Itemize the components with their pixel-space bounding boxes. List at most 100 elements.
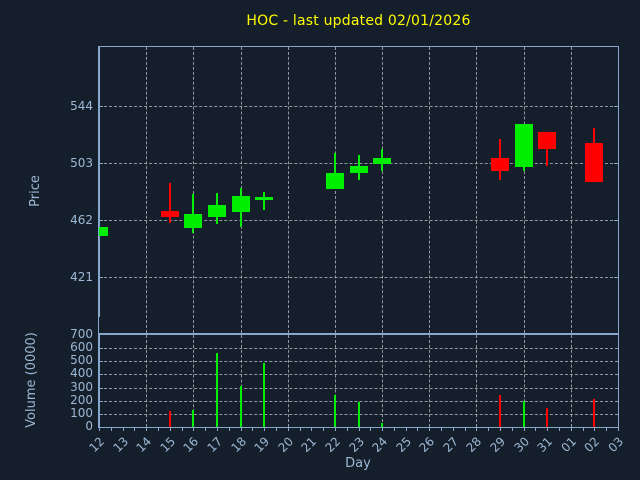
x-minor-tick — [99, 158, 100, 161]
x-minor-tick — [99, 284, 100, 287]
y-tick — [99, 400, 103, 402]
gridline-vertical — [429, 47, 431, 333]
x-tick-label: 03 — [605, 434, 627, 455]
x-minor-tick — [99, 236, 100, 239]
x-minor-tick — [323, 428, 325, 431]
x-minor-tick — [99, 74, 100, 77]
x-minor-tick — [99, 188, 100, 191]
x-minor-tick — [99, 263, 100, 266]
volume-bar-down — [168, 411, 171, 427]
y-tick — [614, 276, 618, 278]
x-minor-tick — [99, 89, 100, 92]
x-minor-tick — [181, 428, 183, 431]
y-tick — [99, 361, 103, 363]
x-minor-tick — [99, 353, 100, 356]
gridline-horizontal — [99, 276, 618, 278]
x-minor-tick — [429, 428, 431, 431]
x-minor-tick — [99, 134, 100, 137]
x-minor-tick — [110, 428, 112, 431]
x-minor-tick — [264, 428, 266, 431]
x-minor-tick — [99, 257, 100, 260]
x-minor-tick — [228, 428, 230, 431]
price-y-tick-label: 544 — [70, 99, 93, 113]
volume-y-tick-label: 400 — [70, 366, 93, 381]
x-minor-tick — [99, 368, 100, 371]
x-minor-tick — [99, 401, 100, 404]
x-minor-tick — [99, 239, 100, 242]
x-minor-tick — [99, 83, 100, 86]
x-minor-tick — [570, 428, 572, 431]
x-minor-tick — [99, 95, 100, 98]
x-minor-tick — [594, 428, 596, 431]
gridline-horizontal — [99, 348, 618, 350]
x-minor-tick — [122, 428, 124, 431]
volume-bar-up — [357, 402, 360, 427]
volume-y-tick-label: 500 — [70, 353, 93, 368]
price-axis-label: Price — [28, 175, 43, 207]
x-minor-tick — [99, 335, 100, 338]
y-tick — [99, 219, 103, 221]
x-minor-tick — [99, 356, 100, 359]
x-minor-tick — [99, 125, 100, 128]
x-minor-tick — [99, 305, 100, 308]
x-minor-tick — [99, 371, 100, 374]
x-minor-tick — [405, 428, 407, 431]
x-minor-tick — [618, 428, 619, 431]
gridline-vertical — [429, 335, 431, 427]
x-minor-tick — [334, 428, 336, 431]
x-minor-tick — [99, 200, 100, 203]
x-minor-tick — [99, 191, 100, 194]
price-y-tick-label: 503 — [70, 155, 93, 170]
x-tick-label: 12 — [86, 434, 108, 455]
candle-body-up — [325, 172, 344, 189]
x-minor-tick — [99, 269, 100, 272]
candle-body-down — [585, 142, 604, 182]
x-minor-tick — [99, 392, 100, 395]
x-minor-tick — [240, 428, 242, 431]
gridline-horizontal — [99, 400, 618, 402]
x-minor-tick — [99, 278, 100, 281]
x-minor-tick — [99, 77, 100, 80]
x-minor-tick — [99, 203, 100, 206]
x-minor-tick — [523, 428, 525, 431]
x-minor-tick — [582, 428, 584, 431]
x-minor-tick — [99, 299, 100, 302]
x-minor-tick — [99, 62, 100, 65]
x-minor-tick — [99, 80, 100, 83]
x-minor-tick — [99, 107, 100, 110]
gridline-vertical — [523, 47, 525, 333]
x-minor-tick — [205, 428, 207, 431]
candle-wick-up — [192, 194, 195, 234]
x-minor-tick — [99, 302, 100, 305]
gridline-horizontal — [99, 106, 618, 107]
x-minor-tick — [99, 65, 100, 68]
x-minor-tick — [99, 242, 100, 245]
x-minor-tick — [99, 248, 100, 251]
x-minor-tick — [134, 428, 136, 431]
x-minor-tick — [99, 185, 100, 188]
volume-y-tick-label: 0 — [85, 419, 93, 433]
x-minor-tick — [99, 179, 100, 182]
x-minor-tick — [346, 428, 348, 431]
x-minor-tick — [99, 176, 100, 179]
y-tick — [99, 374, 103, 376]
candle-wick-up — [333, 153, 336, 189]
x-minor-tick — [99, 128, 100, 131]
x-minor-tick — [99, 293, 100, 296]
x-minor-tick — [99, 260, 100, 263]
volume-bar-up — [381, 423, 384, 427]
y-tick — [99, 162, 103, 164]
x-minor-tick — [99, 173, 100, 176]
chart-title: HOC - last updated 02/01/2026 — [246, 13, 471, 29]
gridline-vertical — [570, 47, 572, 333]
x-minor-tick — [99, 365, 100, 368]
x-minor-tick — [99, 377, 100, 380]
candle-body-up — [514, 124, 533, 168]
x-minor-tick — [99, 119, 100, 122]
x-minor-tick — [99, 92, 100, 95]
y-tick — [99, 387, 103, 389]
x-minor-tick — [193, 428, 195, 431]
candle-wick-down — [546, 131, 549, 167]
x-minor-tick — [99, 245, 100, 248]
gridline-vertical — [476, 47, 478, 333]
